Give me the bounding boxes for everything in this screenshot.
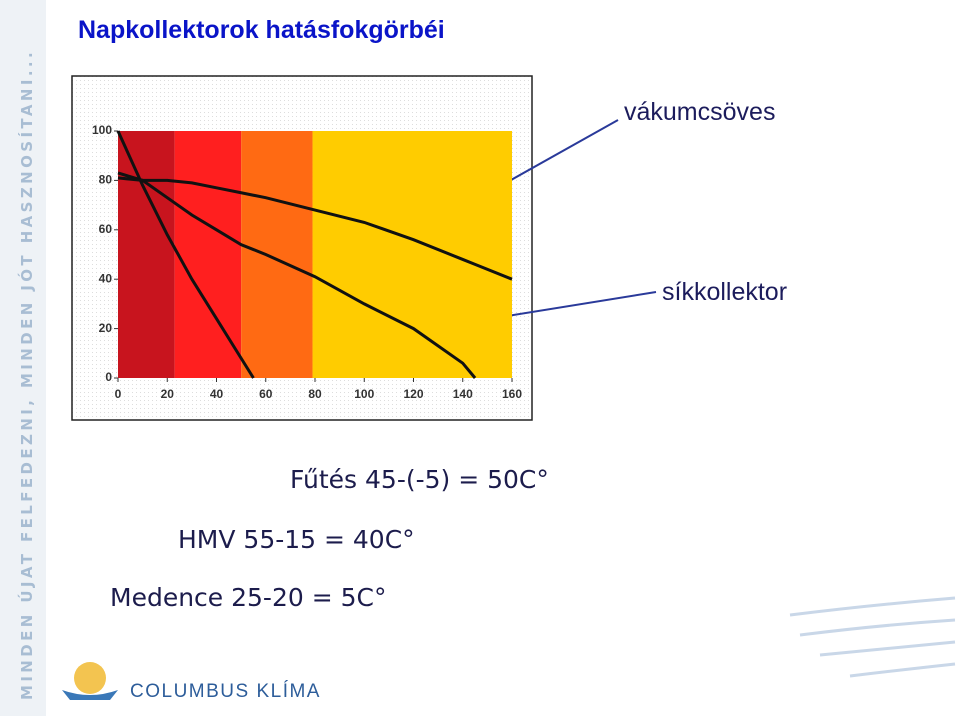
x-tick-label: 40 (210, 387, 224, 401)
note: Medence 25-20 = 5C° (110, 583, 386, 612)
band (118, 131, 175, 378)
x-tick-label: 100 (354, 387, 374, 401)
x-tick-label: 160 (502, 387, 522, 401)
x-tick-label: 20 (161, 387, 175, 401)
x-tick-label: 120 (403, 387, 423, 401)
x-tick-label: 0 (115, 387, 122, 401)
x-tick-label: 140 (453, 387, 473, 401)
curve (117, 176, 513, 281)
chart-title: Napkollektorok hatásfokgörbéi (78, 16, 445, 44)
y-tick-label: 20 (99, 321, 113, 335)
curve (116, 130, 255, 379)
y-tick-label: 60 (99, 222, 113, 236)
y-tick-label: 0 (105, 370, 112, 384)
annotation: vákumcsöves (624, 98, 775, 126)
band (241, 131, 313, 378)
curve (117, 171, 477, 379)
annotation: síkkollektor (662, 278, 787, 306)
x-tick-label: 80 (308, 387, 322, 401)
y-tick-label: 100 (92, 123, 112, 137)
band (312, 131, 512, 378)
note: HMV 55-15 = 40C° (178, 525, 415, 554)
logo-text: COLUMBUS KLÍMA (130, 681, 321, 702)
decor-waves (789, 596, 956, 678)
logo: COLUMBUS KLÍMA (62, 662, 321, 702)
x-tick-label: 60 (259, 387, 273, 401)
side-text: MINDEN ÚJAT FELFEDEZNI, MINDEN JÓT HASZN… (17, 49, 36, 700)
note: Fűtés 45-(-5) = 50C° (290, 465, 549, 494)
y-tick-label: 80 (99, 173, 113, 187)
y-tick-label: 40 (99, 271, 113, 285)
side-strip (0, 0, 46, 716)
band (174, 131, 242, 378)
